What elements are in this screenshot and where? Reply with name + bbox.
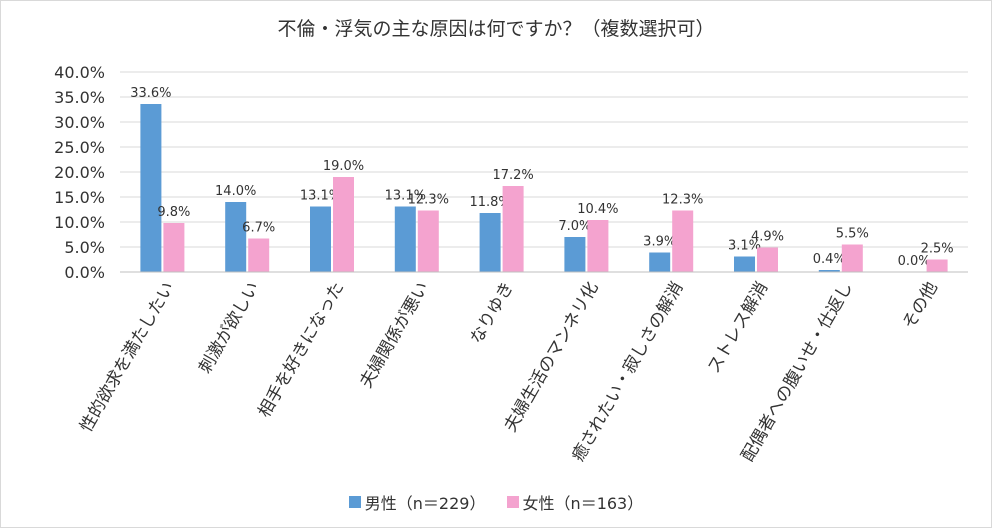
x-tick-label: 相手を好きになった — [255, 279, 349, 422]
bar-female — [841, 244, 863, 272]
data-label: 4.9% — [751, 230, 784, 245]
y-tick-label: 10.0% — [54, 213, 105, 232]
data-label: 6.7% — [242, 221, 275, 236]
x-tick-label: ストレス解消 — [704, 279, 772, 377]
data-label: 14.0% — [215, 184, 256, 199]
x-tick-label: 刺激が欲しい — [195, 279, 263, 377]
data-label: 0.0% — [898, 254, 931, 269]
x-tick-label: 夫婦生活のマンネリ化 — [501, 279, 603, 436]
data-label: 33.6% — [130, 86, 171, 101]
data-label: 0.4% — [813, 252, 846, 267]
legend-label-female: 女性（n＝163） — [522, 494, 644, 513]
data-label: 9.8% — [157, 205, 190, 220]
bar-female — [333, 177, 354, 272]
bar-female — [672, 210, 694, 272]
bar-male — [394, 206, 416, 272]
y-tick-label: 20.0% — [54, 163, 105, 182]
bar-male — [649, 252, 671, 272]
x-tick-label: 夫婦関係が悪い — [356, 279, 433, 392]
legend: 男性（n＝229） 女性（n＝163） — [0, 490, 992, 514]
x-tick-label: なりゆき — [467, 279, 518, 348]
bar-female — [502, 186, 524, 272]
data-label: 7.0% — [558, 219, 591, 234]
x-tick-label: その他 — [899, 279, 942, 333]
data-label: 11.8% — [469, 195, 510, 210]
bar-female — [163, 223, 185, 272]
data-label: 3.1% — [728, 239, 761, 254]
chart-title: 不倫・浮気の主な原因は何ですか？（複数選択可） — [277, 18, 715, 40]
bar-female — [587, 220, 609, 272]
y-tick-label: 40.0% — [54, 63, 105, 82]
data-label: 2.5% — [921, 242, 954, 257]
data-label: 10.4% — [577, 202, 618, 217]
data-label: 13.1% — [300, 189, 341, 204]
bar-female — [248, 238, 270, 272]
legend-label-male: 男性（n＝229） — [364, 494, 486, 513]
legend-swatch-male — [348, 496, 361, 508]
bar-female — [926, 259, 948, 272]
legend-item-male: 男性（n＝229） — [348, 490, 486, 514]
legend-swatch-female — [506, 496, 519, 508]
y-tick-label: 30.0% — [54, 113, 105, 132]
y-tick-label: 15.0% — [54, 188, 105, 207]
bar-female — [757, 247, 778, 272]
data-label: 13.1% — [385, 189, 426, 204]
bar-male — [479, 213, 501, 272]
legend-item-female: 女性（n＝163） — [506, 490, 644, 514]
bar-male — [818, 270, 840, 272]
y-tick-label: 35.0% — [54, 88, 105, 107]
data-label: 12.3% — [662, 193, 703, 208]
data-label: 19.0% — [323, 159, 364, 174]
bar-female — [417, 210, 439, 272]
data-label: 17.2% — [492, 168, 533, 183]
bar-male — [225, 202, 247, 272]
bar-male — [310, 206, 331, 272]
data-label: 5.5% — [836, 227, 869, 242]
y-tick-label: 25.0% — [54, 138, 105, 157]
bar-male — [140, 104, 162, 272]
data-label: 3.9% — [643, 235, 676, 250]
y-tick-label: 0.0% — [64, 263, 105, 282]
bar-male — [734, 256, 755, 272]
y-tick-label: 5.0% — [64, 238, 105, 257]
x-tick-label: 性的欲求を満たしたい — [76, 279, 178, 436]
bar-male — [564, 237, 586, 272]
data-label: 12.3% — [408, 193, 449, 208]
